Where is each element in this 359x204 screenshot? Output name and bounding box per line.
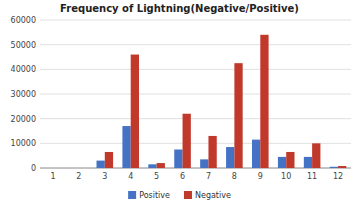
bar (304, 157, 312, 168)
x-tick-label: 9 (258, 172, 263, 181)
bar (157, 163, 165, 168)
bar (200, 159, 208, 168)
grid-line (40, 118, 351, 119)
x-tick-label: 3 (102, 172, 107, 181)
bar (79, 168, 87, 169)
chart: Frequency of Lightning(Negative/Positive… (0, 0, 359, 204)
y-tick-label: 30000 (11, 90, 36, 99)
bar (252, 140, 260, 168)
bar (208, 136, 216, 168)
legend-item: Positive (128, 191, 170, 200)
bars (96, 35, 346, 168)
grid-line (40, 94, 351, 95)
bar (53, 168, 61, 169)
bar (286, 152, 294, 168)
bar (260, 35, 268, 168)
grid-line (40, 20, 351, 21)
bar (148, 164, 156, 168)
legend-label: Positive (139, 191, 170, 200)
bar (122, 126, 130, 168)
y-tick-label: 10000 (11, 139, 36, 148)
y-tick-label: 60000 (11, 16, 36, 25)
bar (226, 147, 234, 168)
bar (105, 152, 113, 168)
bar (174, 150, 182, 169)
legend: Positive Negative (128, 191, 231, 200)
x-tick-label: 6 (180, 172, 185, 181)
legend-swatch (128, 191, 136, 199)
legend-item: Negative (184, 191, 231, 200)
bar (71, 168, 79, 169)
bar (312, 143, 320, 168)
grid-line (40, 69, 351, 70)
y-tick-label: 40000 (11, 65, 36, 74)
x-tick-label: 4 (128, 172, 133, 181)
grid-line (40, 143, 351, 144)
x-tick-label: 2 (76, 172, 81, 181)
x-tick-label: 8 (232, 172, 237, 181)
bar (183, 114, 191, 168)
x-tick-label: 10 (281, 172, 291, 181)
x-tick-label: 12 (333, 172, 343, 181)
y-tick-label: 50000 (11, 41, 36, 50)
x-tick-label: 5 (154, 172, 159, 181)
bar (234, 63, 242, 168)
x-tick-label: 1 (50, 172, 55, 181)
bar (338, 166, 346, 168)
bar (131, 55, 139, 168)
bar (96, 161, 104, 168)
bar (278, 157, 286, 168)
legend-swatch (184, 191, 192, 199)
y-tick-label: 0 (31, 164, 36, 173)
x-tick-label: 11 (307, 172, 317, 181)
bar (330, 167, 338, 168)
title: Frequency of Lightning(Negative/Positive… (60, 3, 299, 14)
y-tick-label: 20000 (11, 115, 36, 124)
bar (45, 168, 53, 169)
legend-label: Negative (195, 191, 231, 200)
x-tick-label: 7 (206, 172, 211, 181)
grid-line (40, 44, 351, 45)
